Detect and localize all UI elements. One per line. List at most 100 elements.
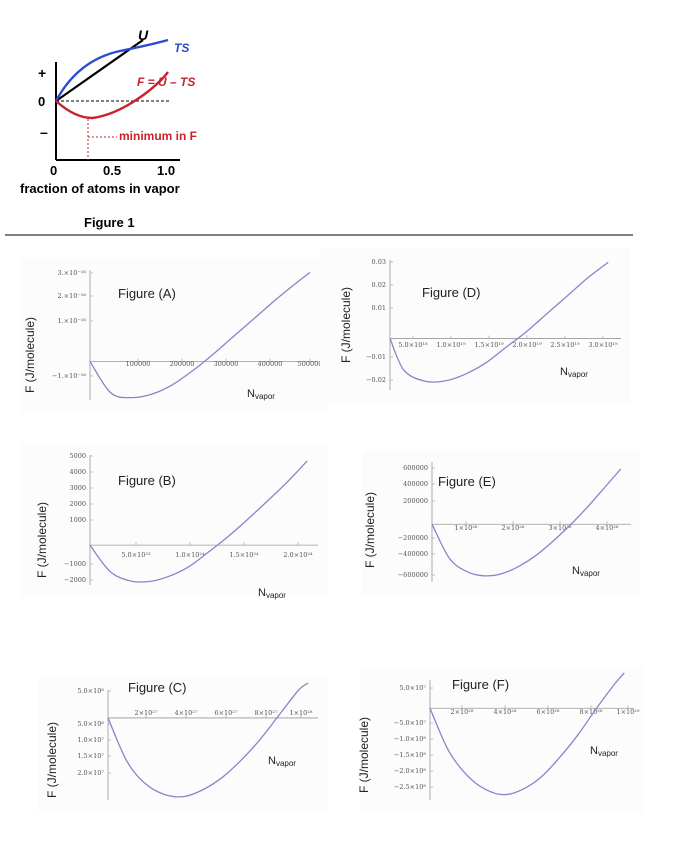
x-tick-label: 8×10²⁸ xyxy=(579,708,602,716)
x-tick-label: 1.0×10²⁴ xyxy=(175,551,205,559)
x-axis-label: Nvapor xyxy=(268,755,296,768)
y-tick-label: 1.5×10⁷ xyxy=(77,752,104,760)
y-tick-label: −600000 xyxy=(398,571,428,579)
panel-background xyxy=(20,258,327,412)
y-tick-label: 0.02 xyxy=(372,281,386,289)
y-tick-label: −2000 xyxy=(64,576,86,584)
panel-background xyxy=(360,668,643,812)
x-tick-label: 1.5×10²⁴ xyxy=(229,551,259,559)
fig1-xlabel: fraction of atoms in vapor xyxy=(20,181,180,196)
x-tick-label: 1.5×10¹⁹ xyxy=(474,341,504,349)
y-tick-label: −1.×10⁻¹⁶ xyxy=(52,372,86,380)
y-tick-label: −1.0×10⁸ xyxy=(394,735,427,743)
y-tick-label: 2.×10⁻¹⁶ xyxy=(57,292,86,300)
y-tick-label: 1.0×10⁷ xyxy=(77,736,104,744)
panel-title: Figure (B) xyxy=(118,473,176,488)
panel-title: Figure (D) xyxy=(422,285,481,300)
x-tick-label: 2.0×10²⁴ xyxy=(283,551,313,559)
y-tick-label: −2.0×10⁸ xyxy=(394,767,427,775)
x-tick-label: 2.0×10¹⁹ xyxy=(512,341,542,349)
y-tick-label: 1000 xyxy=(69,516,86,524)
x-tick-label: 200000 xyxy=(170,360,195,368)
y-tick-label: 1.×10⁻¹⁶ xyxy=(57,317,86,325)
panel-c: 5.0×10⁶ 5.0×10⁶ 1.0×10⁷ 1.5×10⁷ 2.0×10⁷ 2×10²… xyxy=(38,678,327,812)
y-tick-label: −0.02 xyxy=(366,376,386,384)
y-tick-label: 5.0×10⁶ xyxy=(77,720,104,728)
y-axis-label: F (J/molecule) xyxy=(363,492,377,568)
y-tick-label: 5000 xyxy=(69,452,86,460)
x-tick-label: 5.0×10²³ xyxy=(121,551,151,559)
fig1-ytick-minus: – xyxy=(40,124,48,140)
x-tick-label: 1×10²⁸ xyxy=(289,709,312,717)
figure1-schematic: U TS F = U – TS minimum in F + 0 – 0 0.5… xyxy=(20,27,197,196)
x-tick-label: 4×10²⁷ xyxy=(174,709,197,717)
panels-container: 3.×10⁻¹⁶ 2.×10⁻¹⁶ 1.×10⁻¹⁶ −1.×10⁻¹⁶ 100000 2… xyxy=(20,248,643,812)
y-tick-label: 2.0×10⁷ xyxy=(77,769,104,777)
fig1-label-TS: TS xyxy=(174,41,189,55)
x-tick-label: 100000 xyxy=(126,360,151,368)
y-axis-label: F (J/molecule) xyxy=(339,287,353,363)
x-tick-label: 2×10²⁷ xyxy=(134,709,157,717)
panel-title: Figure (A) xyxy=(118,286,176,301)
panel-background xyxy=(38,678,327,812)
fig1-label-min: minimum in F xyxy=(119,129,197,143)
x-tick-label: 6×10²⁷ xyxy=(214,709,237,717)
series-line xyxy=(389,261,609,383)
panel-b: 5000 4000 3000 2000 1000 −1000 −2000 5.0×10²³ 1.… xyxy=(20,443,327,600)
panel-f: 5.0×10⁷ −5.0×10⁷ −1.0×10⁸ −1.5×10⁸ −2.0×10⁸ −… xyxy=(357,668,643,812)
fig1-caption: Figure 1 xyxy=(84,215,135,230)
y-tick-label: 5.0×10⁷ xyxy=(399,684,426,692)
x-tick-label: 3×10²⁶ xyxy=(548,524,571,532)
y-tick-label: −400000 xyxy=(398,550,428,558)
fig1-xtick-10: 1.0 xyxy=(157,163,175,178)
y-tick-label: 200000 xyxy=(403,497,428,505)
panel-d: 0.03 0.02 0.01 −0.01 −0.02 5.0×10¹⁸ 1.0×10¹⁹ 1.… xyxy=(320,248,630,402)
y-tick-label: −5.0×10⁷ xyxy=(394,719,427,727)
x-tick-label: 4×10²⁶ xyxy=(595,524,618,532)
fig1-label-F: F = U – TS xyxy=(137,75,195,89)
x-tick-label: 6×10²⁸ xyxy=(536,708,559,716)
x-tick-label: 1×10²⁹ xyxy=(616,708,639,716)
x-tick-label: 3.0×10¹⁹ xyxy=(588,341,618,349)
panel-title: Figure (E) xyxy=(438,474,496,489)
y-tick-label: −200000 xyxy=(398,534,428,542)
fig1-label-U: U xyxy=(138,27,149,43)
x-axis-label: Nvapor xyxy=(590,745,618,758)
x-tick-label: 300000 xyxy=(214,360,239,368)
y-tick-label: 0.01 xyxy=(372,304,386,312)
y-axis-label: F (J/molecule) xyxy=(35,502,49,578)
x-tick-label: 5.0×10¹⁸ xyxy=(398,341,428,349)
x-axis-label: Nvapor xyxy=(572,565,600,578)
y-tick-label: 400000 xyxy=(403,480,428,488)
series-line xyxy=(89,460,308,583)
y-tick-label: 3000 xyxy=(69,484,86,492)
x-tick-label: 1.0×10¹⁹ xyxy=(436,341,466,349)
panel-a: 3.×10⁻¹⁶ 2.×10⁻¹⁶ 1.×10⁻¹⁶ −1.×10⁻¹⁶ 100000 2… xyxy=(20,258,327,412)
y-tick-label: −2.5×10⁸ xyxy=(394,783,427,791)
panel-background xyxy=(362,450,640,594)
x-axis-label: Nvapor xyxy=(258,587,286,600)
y-axis-label: F (J/molecule) xyxy=(357,717,371,793)
x-axis-label: Nvapor xyxy=(247,388,275,401)
x-tick-label: 2.5×10¹⁹ xyxy=(550,341,580,349)
x-tick-label: 8×10²⁷ xyxy=(254,709,277,717)
y-tick-label: 5.0×10⁶ xyxy=(77,687,104,695)
fig1-ytick-zero: 0 xyxy=(38,94,45,109)
fig1-F-curve xyxy=(55,71,169,120)
panel-title: Figure (F) xyxy=(452,677,509,692)
x-tick-label: 1×10²⁶ xyxy=(454,524,477,532)
y-tick-label: 600000 xyxy=(403,464,428,472)
y-tick-label: 3.×10⁻¹⁶ xyxy=(57,269,86,277)
y-tick-label: −1000 xyxy=(64,560,86,568)
panel-background xyxy=(20,443,327,597)
fig1-ytick-plus: + xyxy=(38,65,46,81)
y-tick-label: 2000 xyxy=(69,500,86,508)
panel-title: Figure (C) xyxy=(128,680,187,695)
y-axis-label: F (J/molecule) xyxy=(23,317,37,393)
y-tick-label: −0.01 xyxy=(366,353,386,361)
panel-e: 600000 400000 200000 −200000 −400000 −600000 1… xyxy=(362,450,640,594)
y-axis-label: F (J/molecule) xyxy=(45,722,59,798)
x-tick-label: 2×10²⁸ xyxy=(450,708,473,716)
panel-background xyxy=(320,248,630,402)
